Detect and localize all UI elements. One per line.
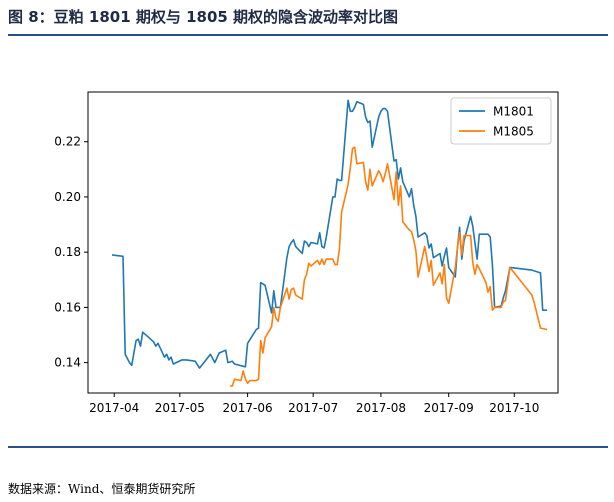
line-chart: 0.14 0.16 0.18 0.20 0.22 2017-04 2017-05 2017-0… [54, 91, 559, 415]
x-tick-label: 2017-09 [424, 401, 474, 415]
legend-label-m1805: M1805 [493, 125, 534, 139]
figure-title: 图 8：豆粕 1801 期权与 1805 期权的隐含波动率对比图 [8, 8, 399, 26]
legend-box [450, 97, 552, 145]
plot-frame [87, 91, 559, 394]
y-tick-label: 0.16 [54, 300, 81, 314]
top-rule [8, 34, 608, 36]
x-tick-label: 2017-05 [155, 401, 205, 415]
legend-label-m1801: M1801 [493, 105, 534, 119]
axes: 0.14 0.16 0.18 0.20 0.22 2017-04 2017-05 2017-0… [54, 91, 559, 415]
x-tick-label: 2017-10 [489, 401, 539, 415]
y-tick-label: 0.22 [54, 135, 81, 149]
x-tick-label: 2017-07 [288, 401, 338, 415]
x-tick-label: 2017-04 [89, 401, 139, 415]
legend: M1801 M1805 [450, 97, 552, 145]
source-note: 数据来源：Wind、恒泰期货研究所 [8, 482, 196, 496]
x-tick-label: 2017-08 [356, 401, 406, 415]
series-lines [111, 99, 548, 387]
bottom-rule [8, 446, 608, 448]
series-line-m1805 [230, 146, 548, 387]
y-tick-label: 0.20 [54, 190, 81, 204]
y-tick-label: 0.18 [54, 245, 81, 259]
x-tick-label: 2017-06 [223, 401, 273, 415]
y-tick-label: 0.14 [54, 356, 81, 370]
